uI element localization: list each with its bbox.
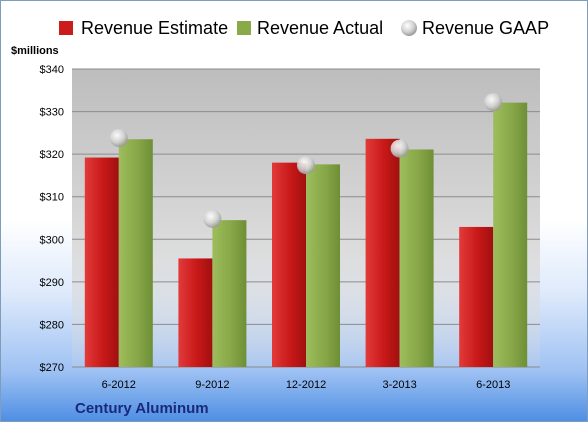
marker-revenue-gaap — [484, 93, 503, 112]
company-name: Century Aluminum — [75, 400, 209, 417]
marker-revenue-gaap — [297, 156, 315, 175]
legend-item-gaap: Revenue GAAP — [401, 18, 549, 38]
bars — [84, 102, 528, 367]
bar-revenue-estimate — [365, 138, 400, 367]
bar-revenue-estimate — [272, 162, 306, 367]
bar-revenue-estimate — [84, 157, 119, 367]
legend-swatch-actual — [237, 21, 251, 35]
y-tick-label: $290 — [40, 277, 64, 289]
legend-label-gaap: Revenue GAAP — [422, 18, 549, 38]
x-axis-ticks: 6-2012 9-2012 12-2012 3-2013 6-2013 — [102, 379, 511, 391]
y-tick-label: $270 — [40, 362, 64, 374]
legend-swatch-gaap — [401, 20, 417, 36]
bar-revenue-actual — [306, 164, 340, 367]
x-tick-label: 6-2012 — [102, 379, 136, 391]
y-tick-label: $330 — [40, 107, 64, 119]
bar-revenue-actual — [399, 149, 434, 367]
bar-revenue-actual — [118, 139, 153, 367]
y-tick-label: $300 — [40, 234, 64, 246]
x-tick-label: 3-2013 — [382, 379, 416, 391]
bar-revenue-estimate — [459, 226, 494, 367]
x-tick-label: 9-2012 — [195, 379, 229, 391]
marker-revenue-gaap — [203, 209, 222, 228]
x-tick-label: 12-2012 — [286, 379, 326, 391]
marker-revenue-gaap — [390, 139, 409, 158]
marker-revenue-gaap — [109, 128, 128, 147]
y-axis-ticks: $270 $280 $290 $300 $310 $320 $330 $340 — [40, 64, 64, 374]
legend-item-estimate: Revenue Estimate — [59, 18, 228, 38]
bar-revenue-estimate — [178, 258, 213, 367]
y-tick-label: $280 — [40, 319, 64, 331]
legend-label-actual: Revenue Actual — [257, 18, 383, 38]
x-tick-label: 6-2013 — [476, 379, 510, 391]
bar-revenue-actual — [212, 220, 247, 367]
bar-revenue-actual — [493, 102, 528, 367]
y-tick-label: $320 — [40, 149, 64, 161]
y-unit-label: $millions — [11, 45, 59, 57]
legend-label-estimate: Revenue Estimate — [81, 18, 228, 38]
y-tick-label: $340 — [40, 64, 64, 76]
gaap-markers — [109, 93, 503, 228]
y-tick-label: $310 — [40, 192, 64, 204]
legend-item-actual: Revenue Actual — [237, 18, 383, 38]
legend: Revenue Estimate Revenue Actual Revenue … — [59, 18, 549, 38]
legend-swatch-estimate — [59, 21, 73, 35]
